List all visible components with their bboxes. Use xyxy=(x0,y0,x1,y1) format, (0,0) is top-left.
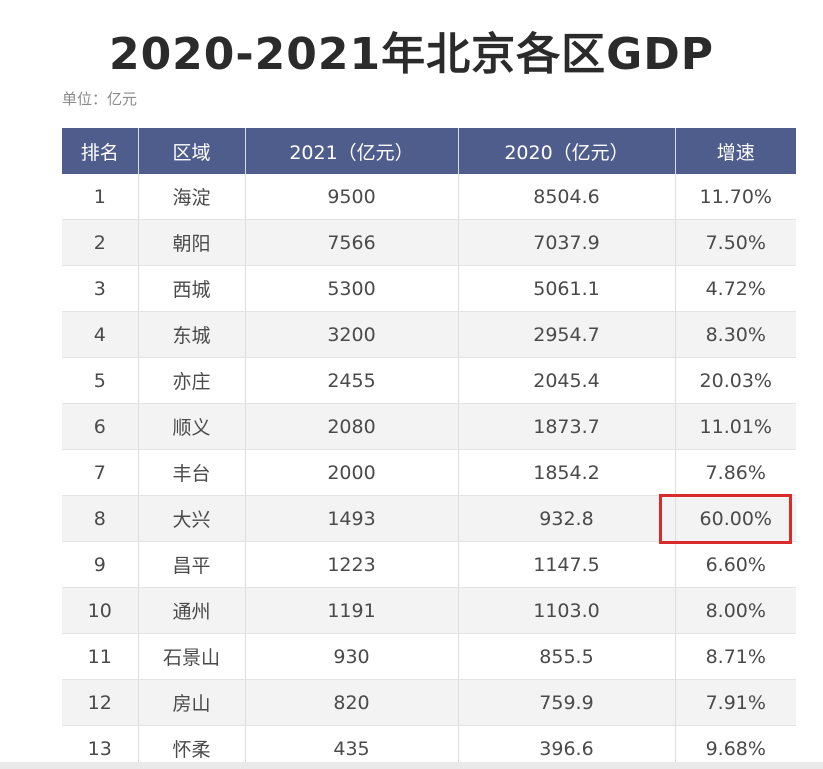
table-row: 7 丰台 2000 1854.2 7.86% xyxy=(62,449,796,496)
cell-district: 朝阳 xyxy=(138,219,246,266)
table-row: 1 海淀 9500 8504.6 11.70% xyxy=(62,174,796,220)
cell-growth: 11.70% xyxy=(675,174,796,220)
table-row: 9 昌平 1223 1147.5 6.60% xyxy=(62,541,796,588)
cell-growth: 8.30% xyxy=(675,311,796,358)
table-row: 11 石景山 930 855.5 8.71% xyxy=(62,633,796,680)
cell-district: 东城 xyxy=(138,311,246,358)
cell-district: 怀柔 xyxy=(138,725,246,769)
header-growth: 增速 xyxy=(675,128,796,174)
table-row: 3 西城 5300 5061.1 4.72% xyxy=(62,265,796,312)
table-row: 2 朝阳 7566 7037.9 7.50% xyxy=(62,219,796,266)
header-rank: 排名 xyxy=(62,128,139,174)
unit-label: 单位：亿元 xyxy=(62,90,138,108)
cell-2020: 7037.9 xyxy=(458,219,676,266)
cell-2020: 759.9 xyxy=(458,679,676,726)
header-2021: 2021（亿元） xyxy=(245,128,459,174)
cell-2021: 435 xyxy=(245,725,459,769)
cell-2021: 2000 xyxy=(245,449,459,496)
cell-rank: 13 xyxy=(62,725,139,769)
cell-2021: 820 xyxy=(245,679,459,726)
cell-growth: 8.71% xyxy=(675,633,796,680)
cell-growth: 11.01% xyxy=(675,403,796,450)
cell-2020: 2954.7 xyxy=(458,311,676,358)
cell-rank: 2 xyxy=(62,219,139,266)
cell-district: 亦庄 xyxy=(138,357,246,404)
cell-rank: 4 xyxy=(62,311,139,358)
cell-2021: 1493 xyxy=(245,495,459,542)
cell-2021: 2455 xyxy=(245,357,459,404)
cell-rank: 9 xyxy=(62,541,139,588)
cell-2020: 855.5 xyxy=(458,633,676,680)
gdp-table-container: 排名 区域 2021（亿元） 2020（亿元） 增速 1 海淀 9500 8504.6… xyxy=(62,128,796,769)
cell-2020: 2045.4 xyxy=(458,357,676,404)
gdp-table: 排名 区域 2021（亿元） 2020（亿元） 增速 1 海淀 9500 8504.6… xyxy=(62,128,796,769)
cell-district: 海淀 xyxy=(138,174,246,220)
table-row: 10 通州 1191 1103.0 8.00% xyxy=(62,587,796,634)
cell-growth: 8.00% xyxy=(675,587,796,634)
cell-2020: 1103.0 xyxy=(458,587,676,634)
header-district: 区域 xyxy=(138,128,246,174)
cell-2021: 5300 xyxy=(245,265,459,312)
cell-district: 房山 xyxy=(138,679,246,726)
table-row: 8 大兴 1493 932.8 60.00% xyxy=(62,495,796,542)
bottom-edge-strip xyxy=(0,762,823,769)
cell-2021: 3200 xyxy=(245,311,459,358)
table-row: 12 房山 820 759.9 7.91% xyxy=(62,679,796,726)
cell-2021: 2080 xyxy=(245,403,459,450)
table-row: 13 怀柔 435 396.6 9.68% xyxy=(62,725,796,769)
cell-rank: 10 xyxy=(62,587,139,634)
cell-district: 大兴 xyxy=(138,495,246,542)
cell-rank: 12 xyxy=(62,679,139,726)
table-body: 1 海淀 9500 8504.6 11.70% 2 朝阳 7566 7037.9 7.50% 3 西城… xyxy=(62,174,796,769)
cell-2021: 7566 xyxy=(245,219,459,266)
cell-growth: 7.86% xyxy=(675,449,796,496)
cell-rank: 11 xyxy=(62,633,139,680)
cell-district: 顺义 xyxy=(138,403,246,450)
cell-2020: 1854.2 xyxy=(458,449,676,496)
cell-district: 丰台 xyxy=(138,449,246,496)
cell-2021: 9500 xyxy=(245,174,459,220)
table-row: 5 亦庄 2455 2045.4 20.03% xyxy=(62,357,796,404)
cell-2020: 396.6 xyxy=(458,725,676,769)
cell-growth: 20.03% xyxy=(675,357,796,404)
cell-rank: 7 xyxy=(62,449,139,496)
cell-growth: 9.68% xyxy=(675,725,796,769)
table-row: 4 东城 3200 2954.7 8.30% xyxy=(62,311,796,358)
cell-rank: 8 xyxy=(62,495,139,542)
cell-rank: 1 xyxy=(62,174,139,220)
cell-2021: 1191 xyxy=(245,587,459,634)
cell-growth: 60.00% xyxy=(675,495,796,542)
cell-2020: 1147.5 xyxy=(458,541,676,588)
cell-2020: 932.8 xyxy=(458,495,676,542)
cell-growth: 7.50% xyxy=(675,219,796,266)
cell-growth: 7.91% xyxy=(675,679,796,726)
cell-2020: 1873.7 xyxy=(458,403,676,450)
cell-2021: 1223 xyxy=(245,541,459,588)
page-title: 2020-2021年北京各区GDP xyxy=(108,29,715,80)
cell-growth: 4.72% xyxy=(675,265,796,312)
cell-2021: 930 xyxy=(245,633,459,680)
cell-rank: 3 xyxy=(62,265,139,312)
cell-growth: 6.60% xyxy=(675,541,796,588)
cell-district: 西城 xyxy=(138,265,246,312)
cell-2020: 5061.1 xyxy=(458,265,676,312)
cell-2020: 8504.6 xyxy=(458,174,676,220)
table-row: 6 顺义 2080 1873.7 11.01% xyxy=(62,403,796,450)
header-2020: 2020（亿元） xyxy=(458,128,676,174)
table-header: 排名 区域 2021（亿元） 2020（亿元） 增速 xyxy=(62,128,796,174)
header-row: 排名 区域 2021（亿元） 2020（亿元） 增速 xyxy=(62,128,796,174)
cell-rank: 6 xyxy=(62,403,139,450)
cell-district: 通州 xyxy=(138,587,246,634)
cell-rank: 5 xyxy=(62,357,139,404)
cell-district: 昌平 xyxy=(138,541,246,588)
cell-district: 石景山 xyxy=(138,633,246,680)
